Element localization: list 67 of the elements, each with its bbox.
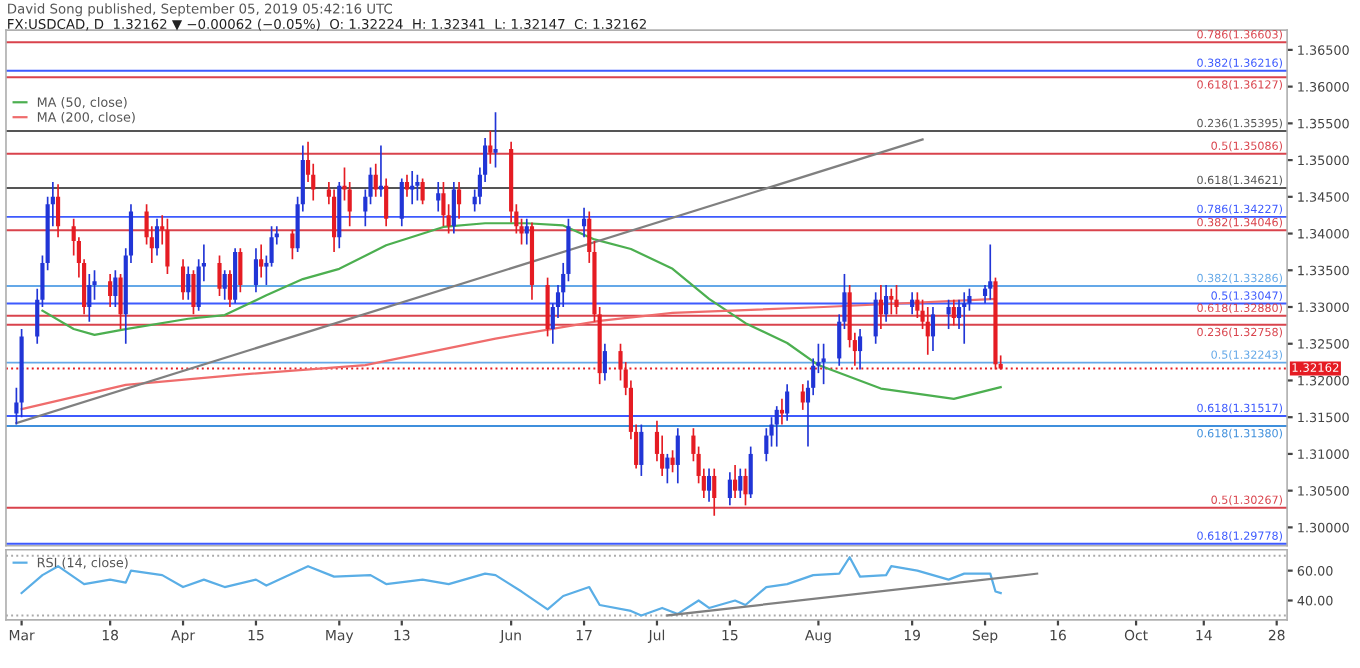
candlestick	[451, 181, 456, 235]
candlestick	[227, 269, 232, 308]
candlestick	[581, 207, 587, 239]
candlestick	[154, 218, 160, 257]
candlestick	[113, 269, 118, 308]
candlestick	[87, 273, 92, 323]
candlestick	[384, 177, 389, 228]
candlestick	[873, 291, 878, 345]
candlestick	[415, 173, 420, 202]
candlestick	[894, 284, 899, 316]
candlestick	[670, 449, 675, 474]
candlestick	[712, 467, 717, 517]
candlestick	[602, 342, 607, 382]
candlestick	[165, 218, 170, 275]
candlestick	[743, 467, 748, 507]
candlestick	[259, 243, 264, 279]
candlestick	[524, 218, 529, 246]
candlestick	[910, 291, 915, 316]
candlestick	[233, 247, 238, 305]
candlestick	[988, 243, 993, 301]
candlestick	[253, 247, 259, 294]
candlestick	[732, 464, 738, 499]
candlestick	[191, 269, 196, 316]
candlestick	[373, 162, 378, 198]
candlestick	[785, 383, 790, 422]
candlestick	[420, 177, 425, 205]
candlestick	[774, 405, 779, 448]
candlestick	[878, 284, 883, 330]
candlestick	[925, 306, 930, 356]
line-series	[20, 556, 1002, 617]
candlestick	[404, 173, 410, 198]
line-series	[20, 297, 997, 411]
candlestick	[884, 284, 889, 323]
candlestick	[946, 298, 951, 330]
candlestick	[800, 383, 805, 411]
candlestick	[118, 273, 123, 330]
candlestick	[821, 342, 826, 385]
candlestick	[217, 254, 222, 297]
candlestick	[456, 181, 462, 220]
candlestick	[108, 273, 113, 308]
candlestick	[738, 467, 743, 499]
candlestick	[488, 129, 493, 165]
candlestick	[545, 276, 550, 338]
candlestick	[493, 111, 498, 169]
candlestick	[951, 298, 956, 327]
candlestick	[930, 306, 936, 352]
candlestick	[675, 427, 680, 485]
candlestick	[436, 181, 441, 213]
candlestick	[331, 188, 337, 253]
candlestick	[55, 183, 61, 239]
candlestick	[706, 467, 712, 503]
candlestick	[639, 423, 644, 477]
candlestick	[889, 287, 894, 316]
candlestick	[222, 269, 227, 301]
candlestick	[727, 471, 732, 507]
line-series	[41, 222, 1002, 400]
candlestick	[857, 328, 863, 371]
candlestick	[238, 247, 243, 294]
candlestick	[748, 445, 753, 499]
candlestick	[665, 453, 670, 485]
candlestick	[180, 258, 186, 301]
candlestick	[290, 229, 295, 261]
candlestick	[779, 397, 785, 426]
candlestick	[399, 177, 404, 228]
candlestick	[441, 181, 446, 228]
candlestick	[186, 265, 191, 301]
candlestick	[962, 291, 967, 345]
